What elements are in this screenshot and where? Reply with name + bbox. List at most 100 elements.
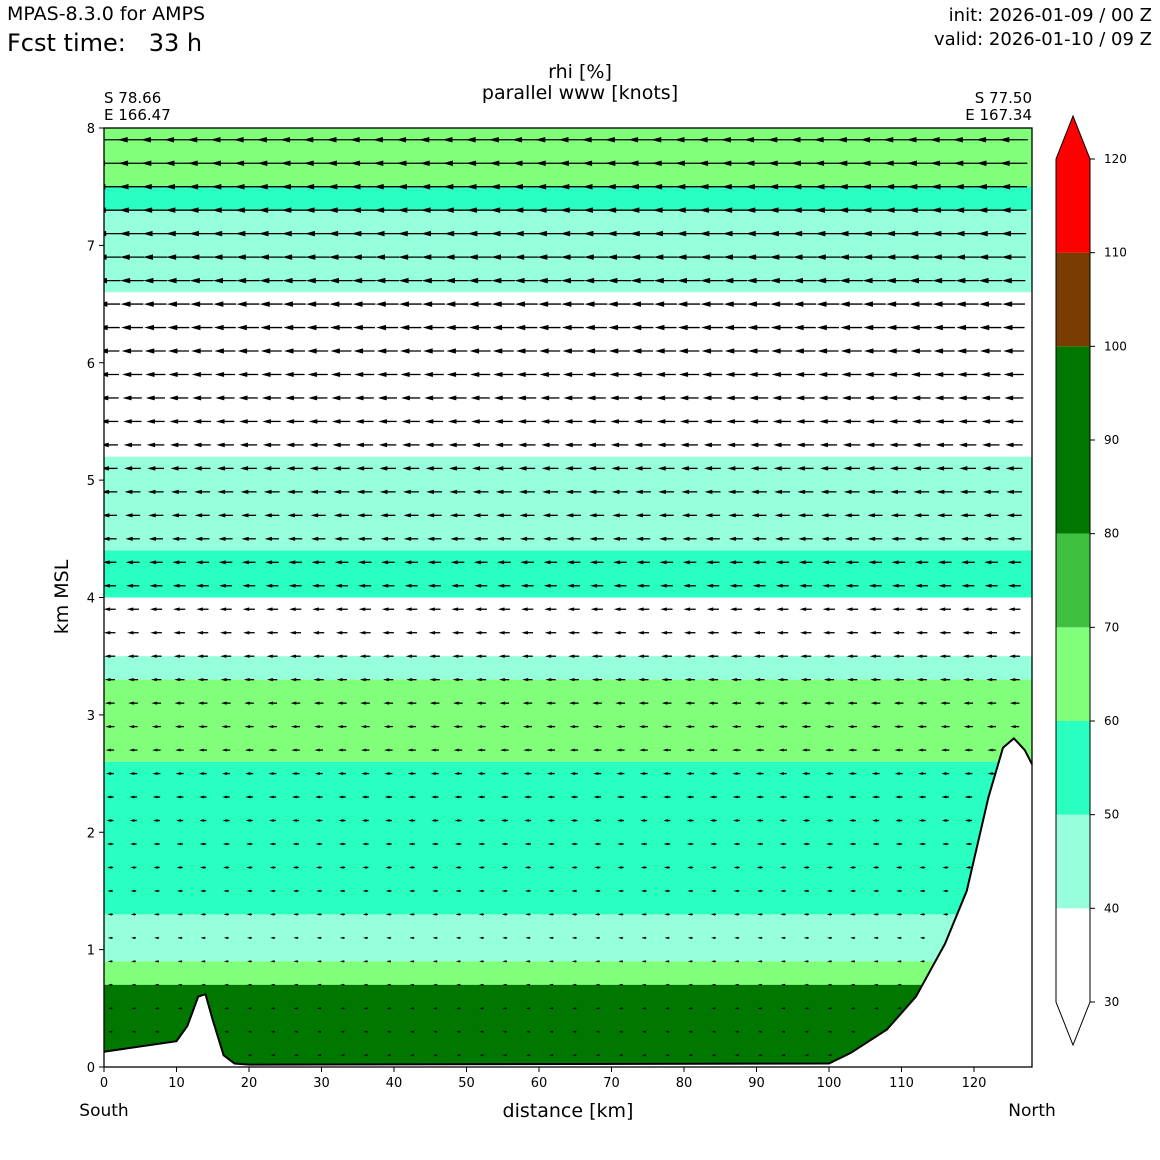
- wind-vector: [722, 230, 748, 237]
- wind-vector: [146, 442, 165, 448]
- wind-vector: [148, 513, 164, 518]
- wind-vector: [456, 1007, 461, 1010]
- wind-vector: [478, 913, 485, 916]
- wind-vector: [217, 513, 233, 518]
- wind-vector: [386, 983, 391, 986]
- wind-vector: [142, 254, 168, 260]
- wind-vector: [941, 795, 949, 799]
- wind-vector: [827, 960, 832, 963]
- wind-vector: [409, 960, 415, 963]
- wind-vector: [216, 442, 234, 448]
- wind-vector: [374, 254, 400, 260]
- wind-vector: [383, 725, 393, 729]
- wind-vector: [800, 678, 811, 682]
- wind-vector: [129, 795, 137, 799]
- wind-vector: [731, 725, 741, 729]
- x-tick-label: 70: [603, 1076, 620, 1091]
- wind-vector: [567, 630, 580, 635]
- wind-vector: [288, 583, 302, 588]
- wind-vector: [663, 842, 671, 846]
- wind-vector: [193, 442, 211, 448]
- wind-vector: [267, 701, 278, 705]
- wind-vector: [283, 324, 306, 331]
- wind-vector: [474, 607, 487, 612]
- wind-vector: [118, 207, 145, 213]
- wind-vector: [293, 1054, 298, 1057]
- wind-vector: [865, 419, 884, 424]
- wind-vector: [780, 889, 786, 893]
- wind-vector: [746, 301, 770, 307]
- wind-vector: [471, 419, 490, 424]
- wind-vector: [121, 324, 143, 331]
- wind-vector: [328, 277, 353, 284]
- wind-vector: [470, 371, 491, 378]
- wind-vector: [172, 560, 186, 565]
- wind-vector: [840, 348, 862, 354]
- wind-vector: [350, 207, 377, 213]
- model-title: MPAS-8.3.0 for AMPS: [7, 3, 206, 25]
- wind-vector: [803, 936, 809, 940]
- wind-vector: [420, 207, 447, 213]
- wind-vector: [918, 842, 926, 846]
- wind-vector: [734, 1007, 739, 1010]
- colorbar-level: [1056, 721, 1090, 815]
- wind-vector: [421, 254, 446, 260]
- wind-vector: [444, 277, 469, 284]
- wind-vector: [406, 678, 417, 682]
- wind-vector: [452, 654, 464, 658]
- wind-vector: [959, 489, 976, 495]
- wind-vector: [611, 466, 629, 471]
- wind-vector: [617, 866, 624, 869]
- y-tick-label: 8: [87, 122, 95, 137]
- wind-vector: [336, 678, 347, 682]
- wind-vector: [309, 466, 327, 471]
- wind-vector: [525, 1054, 530, 1057]
- wind-vector: [862, 254, 887, 260]
- wind-vector: [608, 324, 631, 331]
- y-tick-label: 4: [87, 592, 95, 607]
- wind-vector: [629, 230, 655, 237]
- wind-vector: [501, 842, 508, 846]
- wind-vector: [560, 230, 586, 237]
- wind-vector: [445, 301, 469, 307]
- wind-vector: [616, 748, 625, 752]
- wind-vector: [125, 536, 140, 541]
- rhi-band: [104, 550, 1032, 598]
- wind-vector: [377, 371, 398, 378]
- wind-vector: [166, 254, 191, 260]
- wind-vector: [841, 371, 862, 378]
- wind-vector: [499, 678, 510, 682]
- wind-vector: [962, 654, 974, 658]
- wind-vector: [397, 230, 423, 237]
- wind-vector: [571, 960, 577, 963]
- wind-vector: [676, 230, 702, 237]
- wind-vector: [907, 207, 934, 213]
- wind-vector: [662, 748, 671, 752]
- wind-vector: [654, 301, 677, 307]
- wind-vector: [820, 513, 837, 518]
- wind-vector: [815, 230, 841, 237]
- wind-vector: [130, 866, 137, 869]
- wind-vector: [634, 489, 651, 495]
- wind-vector: [426, 513, 442, 518]
- wind-vector: [618, 983, 623, 986]
- wind-vector: [546, 748, 555, 752]
- wind-vector: [814, 207, 841, 213]
- wind-vector: [287, 513, 303, 518]
- wind-vector: [447, 419, 467, 424]
- wind-vector: [722, 254, 748, 260]
- wind-vector: [798, 536, 813, 541]
- wind-vector: [890, 513, 906, 518]
- wind-vector: [942, 842, 949, 846]
- wind-vector: [839, 277, 863, 284]
- wind-vector: [143, 277, 167, 284]
- wind-vector: [131, 1007, 136, 1010]
- wind-vector: [678, 348, 700, 354]
- wind-vector: [931, 230, 957, 237]
- wind-vector: [330, 348, 352, 354]
- wind-vector: [310, 489, 327, 495]
- wind-vector: [999, 136, 1028, 143]
- wind-vector: [128, 725, 138, 729]
- wind-vector: [757, 1030, 762, 1033]
